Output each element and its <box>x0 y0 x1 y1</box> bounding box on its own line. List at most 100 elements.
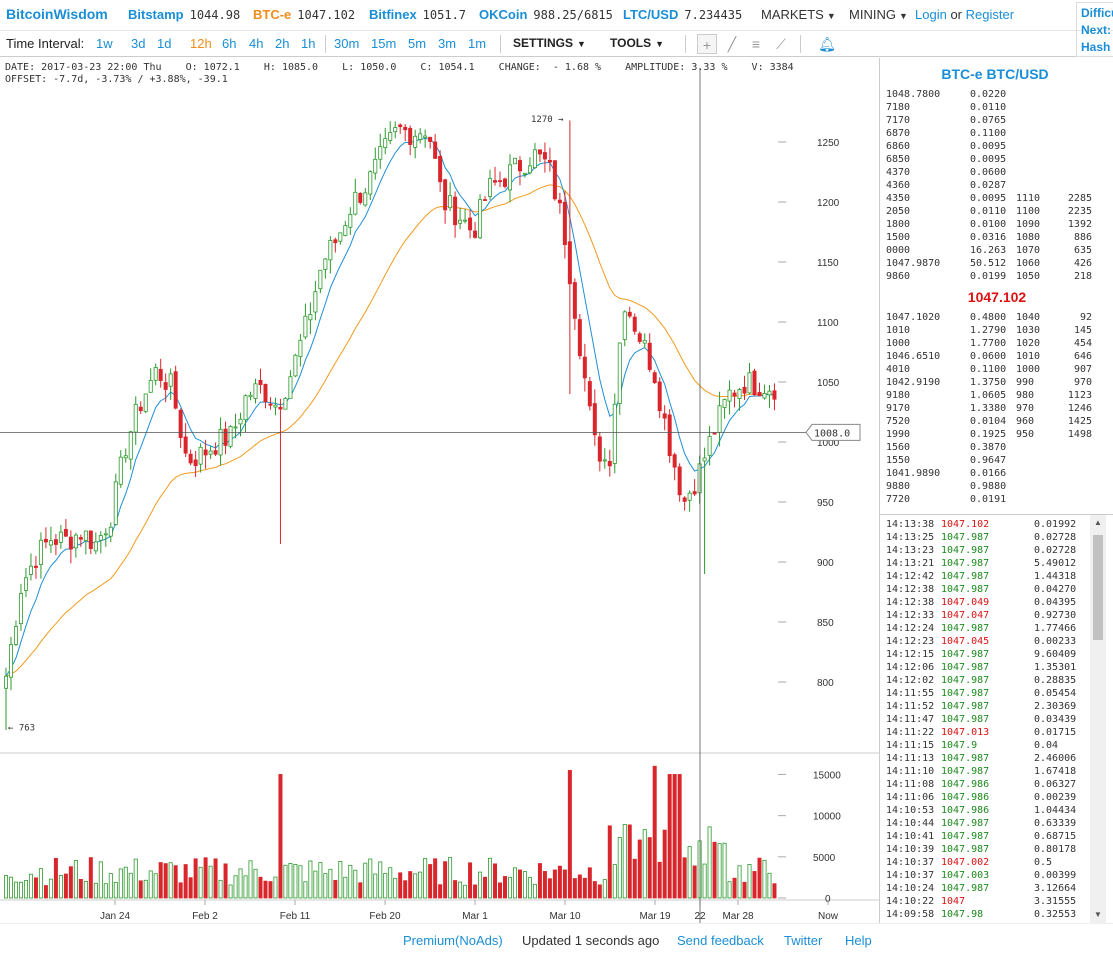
order-price: 6850 <box>886 154 911 165</box>
trade-time: 14:11:10 <box>886 766 935 777</box>
volume-bar <box>243 875 248 899</box>
interval-12h[interactable]: 12h <box>190 36 212 51</box>
exchange-ticker[interactable]: OKCoin 988.25/6815 <box>479 7 613 22</box>
volume-bar <box>18 881 23 899</box>
trade-amount: 0.04395 <box>1034 597 1077 608</box>
candle-body <box>537 149 542 155</box>
volume-bar <box>38 868 43 899</box>
trade-time: 14:12:23 <box>886 636 935 647</box>
settings-menu[interactable]: SETTINGS ▼ <box>513 36 586 50</box>
candle-body <box>388 132 393 141</box>
scroll-up-icon[interactable]: ▲ <box>1094 518 1102 527</box>
twitter-link[interactable]: Twitter <box>784 933 823 948</box>
trade-row: 14:11:55 1047.987 0.05454 <box>886 687 1096 700</box>
interval-5m[interactable]: 5m <box>408 36 427 51</box>
trade-time: 14:12:15 <box>886 649 935 660</box>
interval-1w[interactable]: 1w <box>96 36 113 51</box>
interval-1h[interactable]: 1h <box>301 36 316 51</box>
volume-bar <box>473 884 478 899</box>
help-link[interactable]: Help <box>845 933 872 948</box>
candle-body <box>378 146 383 160</box>
interval-4h[interactable]: 4h <box>249 36 264 51</box>
low-price-marker: ← 763 <box>8 723 35 733</box>
premium-link[interactable]: Premium(NoAds) <box>403 933 503 948</box>
trade-time: 14:11:22 <box>886 727 935 738</box>
volume-bar <box>398 872 403 899</box>
exchange-ticker[interactable]: BTC-e 1047.102 <box>253 7 355 22</box>
candle-body <box>612 403 617 464</box>
candle-body <box>687 492 692 501</box>
scroll-down-icon[interactable]: ▼ <box>1094 910 1102 919</box>
crosshair-tool-icon[interactable]: + <box>697 34 717 54</box>
volume-bar <box>762 859 767 899</box>
volume-bar <box>647 837 652 899</box>
candle-body <box>542 152 547 160</box>
price-tick-label: 1250 <box>817 138 840 149</box>
scroll-thumb[interactable] <box>1093 535 1103 640</box>
alert-bell-icon[interactable]: 🔔︎ <box>818 36 836 52</box>
candle-body <box>83 530 88 541</box>
horizontal-lines-tool-icon[interactable]: ≡ <box>751 36 761 52</box>
candle-body <box>602 459 607 462</box>
interval-3m[interactable]: 3m <box>438 36 457 51</box>
volume-bar <box>662 829 667 899</box>
trade-price: 1047.987 <box>941 571 990 582</box>
price-chart[interactable]: 1250 1200 1150 1100 1050 1000 950 900 850 800 1500… <box>0 58 879 923</box>
trendline-tool-icon[interactable]: ╱ <box>727 36 737 52</box>
fibonacci-tool-icon[interactable]: ⟋ <box>776 36 786 52</box>
trade-price: 1047.003 <box>941 870 990 881</box>
interval-15m[interactable]: 15m <box>371 36 397 51</box>
candle-body <box>647 342 652 370</box>
trade-time: 14:10:37 <box>886 870 935 881</box>
difficulty-box[interactable]: Difficulty Next: Hash <box>1076 2 1113 57</box>
candle-body <box>8 644 13 678</box>
depth-total: 646 <box>1073 351 1092 362</box>
depth-total: 426 <box>1073 258 1092 269</box>
candle-body <box>622 311 627 340</box>
interval-1d[interactable]: 1d <box>157 36 172 51</box>
site-logo[interactable]: BitcoinWisdom <box>6 6 108 22</box>
login-link[interactable]: Login <box>915 7 947 22</box>
exchange-ticker[interactable]: Bitstamp 1044.98 <box>128 7 240 22</box>
depth-total: 1392 <box>1067 219 1092 230</box>
trade-row: 14:11:47 1047.987 0.03439 <box>886 713 1096 726</box>
volume-bar <box>68 866 73 899</box>
volume-bar <box>338 861 343 899</box>
exchange-ticker[interactable]: LTC/USD 7.234435 <box>623 7 742 22</box>
interval-3d[interactable]: 3d <box>131 36 146 51</box>
volume-bar <box>488 857 493 899</box>
volume-bar <box>522 871 527 899</box>
markets-menu[interactable]: MARKETS ▼ <box>761 7 836 22</box>
tools-menu[interactable]: TOOLS ▼ <box>610 36 664 50</box>
candle-body <box>73 534 78 549</box>
depth-price: 1070 <box>1016 245 1041 256</box>
volume-bar <box>537 863 542 899</box>
order-amount: 0.0110 <box>970 102 1007 113</box>
trade-amount: 0.05454 <box>1034 688 1077 699</box>
register-link[interactable]: Register <box>965 7 1015 22</box>
x-tick-label: Feb 11 <box>280 911 311 922</box>
volume-bar <box>133 858 138 899</box>
volume-bar <box>767 872 772 899</box>
volume-bar <box>428 864 433 899</box>
trade-time: 14:10:41 <box>886 831 935 842</box>
candle-body <box>512 157 517 165</box>
high-price-marker: 1270 → <box>531 115 564 125</box>
volume-bar <box>148 870 153 899</box>
interval-2h[interactable]: 2h <box>275 36 290 51</box>
order-amount: 0.0600 <box>970 351 1007 362</box>
candle-body <box>278 406 283 410</box>
candle-body <box>63 528 68 537</box>
interval-1m[interactable]: 1m <box>468 36 487 51</box>
exchange-ticker[interactable]: Bitfinex 1051.7 <box>369 7 466 22</box>
trades-scrollbar[interactable]: ▲ ▼ <box>1090 515 1106 923</box>
volume-bar <box>418 871 423 899</box>
chart-toolbar: Time Interval: 1w 3d 1d 12h 6h 4h 2h 1h 30m 15m 5m… <box>0 31 1076 57</box>
trade-time: 14:12:02 <box>886 675 935 686</box>
interval-30m[interactable]: 30m <box>334 36 360 51</box>
mining-menu[interactable]: MINING ▼ <box>849 7 908 22</box>
feedback-link[interactable]: Send feedback <box>677 933 764 948</box>
interval-6h[interactable]: 6h <box>222 36 237 51</box>
trade-row: 14:12:38 1047.987 0.04270 <box>886 583 1096 596</box>
volume-bar <box>83 881 88 899</box>
